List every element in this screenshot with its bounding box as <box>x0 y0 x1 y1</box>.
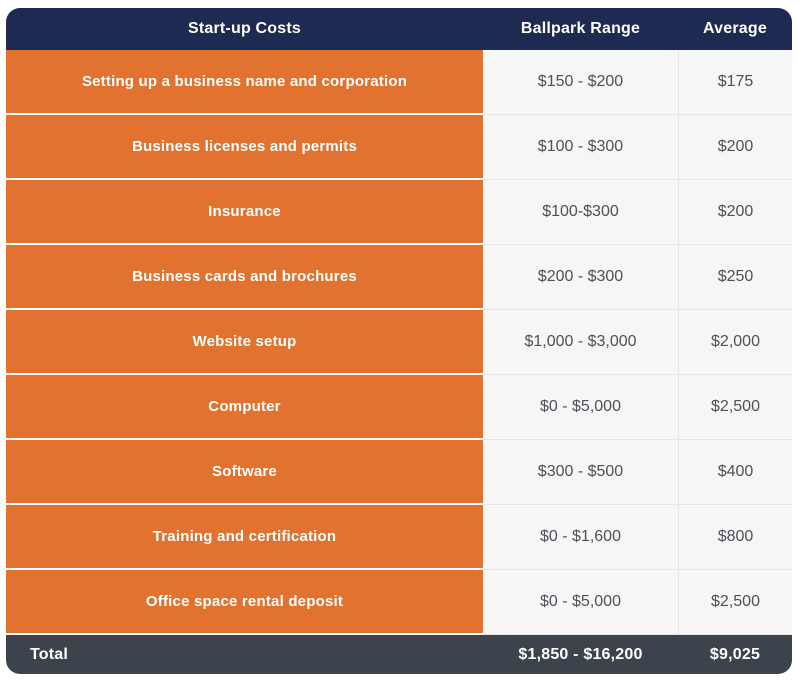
table-row: Business cards and brochures $200 - $300… <box>6 245 792 310</box>
range-cell: $0 - $1,600 <box>483 505 678 570</box>
average-cell: $400 <box>678 440 792 505</box>
category-cell: Business licenses and permits <box>6 115 483 180</box>
range-cell: $100-$300 <box>483 180 678 245</box>
total-label: Total <box>30 645 69 663</box>
average-cell: $250 <box>678 245 792 310</box>
table-header-row: Start-up Costs Ballpark Range Average <box>6 8 792 50</box>
header-cell-ballpark-range: Ballpark Range <box>520 20 641 37</box>
category-cell: Website setup <box>6 310 483 375</box>
header-cell-average: Average <box>703 20 767 37</box>
range-cell: $0 - $5,000 <box>483 375 678 440</box>
table-row: Setting up a business name and corporati… <box>6 50 792 115</box>
range-cell: $1,000 - $3,000 <box>483 310 678 375</box>
startup-costs-table: Start-up Costs Ballpark Range Average Se… <box>6 8 792 674</box>
table-row: Website setup $1,000 - $3,000 $2,000 <box>6 310 792 375</box>
average-cell: $800 <box>678 505 792 570</box>
total-average: $9,025 <box>709 645 761 663</box>
range-cell: $0 - $5,000 <box>483 570 678 635</box>
category-cell: Setting up a business name and corporati… <box>6 50 483 115</box>
range-cell: $150 - $200 <box>483 50 678 115</box>
range-cell: $300 - $500 <box>483 440 678 505</box>
table-row: Insurance $100-$300 $200 <box>6 180 792 245</box>
category-cell: Insurance <box>6 180 483 245</box>
category-cell: Business cards and brochures <box>6 245 483 310</box>
table-row: Training and certification $0 - $1,600 $… <box>6 505 792 570</box>
range-cell: $200 - $300 <box>483 245 678 310</box>
average-cell: $2,500 <box>678 570 792 635</box>
table-row: Business licenses and permits $100 - $30… <box>6 115 792 180</box>
total-row: Total $1,850 - $16,200 $9,025 <box>6 635 792 674</box>
header-cell-startup-costs: Start-up Costs <box>187 20 302 37</box>
table-row: Software $300 - $500 $400 <box>6 440 792 505</box>
category-cell: Software <box>6 440 483 505</box>
category-cell: Training and certification <box>6 505 483 570</box>
range-cell: $100 - $300 <box>483 115 678 180</box>
average-cell: $175 <box>678 50 792 115</box>
average-cell: $2,000 <box>678 310 792 375</box>
average-cell: $2,500 <box>678 375 792 440</box>
table-row: Office space rental deposit $0 - $5,000 … <box>6 570 792 635</box>
category-cell: Computer <box>6 375 483 440</box>
total-range: $1,850 - $16,200 <box>518 645 643 663</box>
average-cell: $200 <box>678 180 792 245</box>
average-cell: $200 <box>678 115 792 180</box>
category-cell: Office space rental deposit <box>6 570 483 635</box>
table-row: Computer $0 - $5,000 $2,500 <box>6 375 792 440</box>
